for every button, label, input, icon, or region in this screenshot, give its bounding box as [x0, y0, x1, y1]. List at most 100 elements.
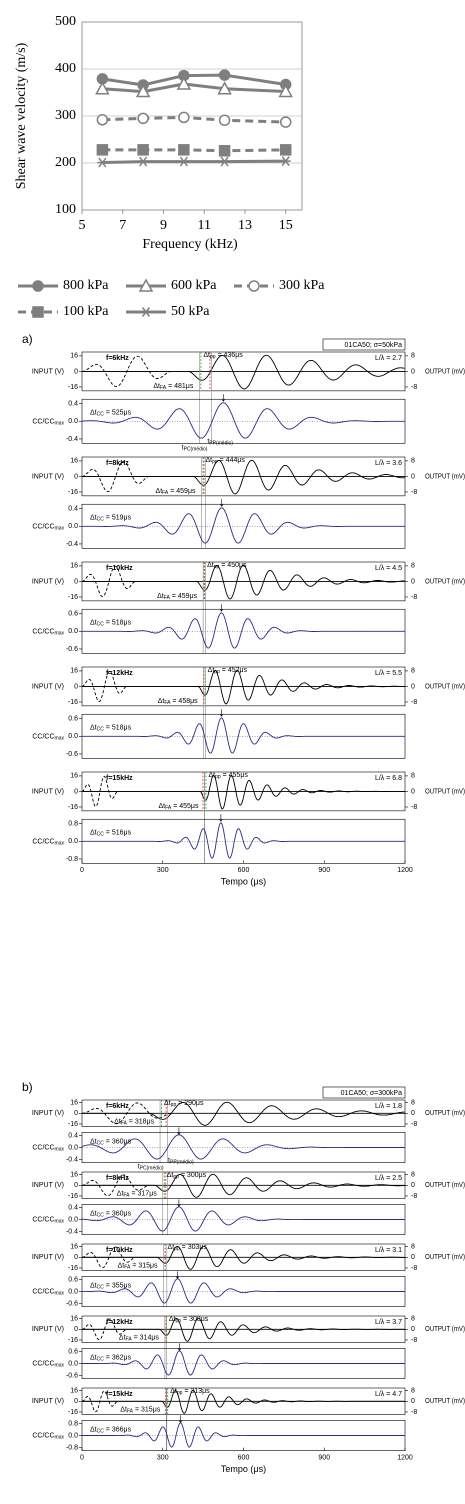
legend-marker	[141, 307, 151, 317]
y-tick-label: 0	[74, 578, 78, 585]
annotation-part: =	[104, 724, 112, 731]
legend-label: 300 kPa	[279, 278, 325, 293]
annotation: ΔtCC = 362μs	[90, 1354, 132, 1362]
y-tick-label: -8	[411, 699, 417, 706]
y-tick-label: -16	[68, 384, 78, 391]
y-tick-label: -16	[68, 1337, 78, 1344]
annotation-part: μs	[147, 1118, 155, 1125]
output-waveform	[82, 354, 405, 390]
annotation-part: 355	[112, 1282, 124, 1289]
input-axis-label: INPUT (V)	[32, 578, 64, 585]
y-tick-label: 0.0	[68, 1360, 78, 1367]
y-tick-label: 200	[55, 155, 76, 170]
y-tick-label: 0	[411, 473, 415, 480]
y-tick-label: 0	[74, 683, 78, 690]
cc-waveform	[82, 1206, 405, 1232]
annotation-part: 444	[226, 457, 238, 464]
annotation-part: FA	[164, 700, 171, 706]
ratio-label: L/λ = 4.5	[375, 565, 402, 572]
annotation-part: FA	[165, 805, 172, 811]
series-line	[102, 115, 286, 124]
annotation-part: t	[207, 438, 209, 445]
frequency-label: f=15kHz	[106, 775, 133, 782]
annotation-part: μs	[199, 1244, 207, 1251]
output-waveform	[82, 1101, 405, 1126]
annotation-part: 360	[112, 1210, 124, 1217]
y-tick-label: -8	[411, 1121, 417, 1128]
annotation-part: Δt	[90, 1138, 97, 1145]
y-tick-label: -0.4	[66, 1228, 78, 1235]
annotation-part: 518	[112, 724, 124, 731]
y-tick-label: -0.8	[66, 1444, 78, 1451]
marker	[280, 156, 291, 167]
annotation-part: 436	[224, 352, 236, 359]
legend-label: 100 kPa	[63, 304, 109, 319]
cc-peak-arrow	[177, 1343, 182, 1351]
annotation-part: =	[104, 1426, 112, 1433]
y-tick-label: 16	[70, 1316, 78, 1323]
marker	[95, 81, 110, 95]
annotation-part: =	[176, 1100, 184, 1107]
y-tick-label: -16	[68, 594, 78, 601]
output-waveform	[82, 1173, 405, 1198]
x-tick-label: 600	[238, 867, 250, 874]
y-tick-label: 300	[55, 108, 76, 123]
y-tick-label: 8	[411, 1172, 415, 1179]
annotation-part: =	[218, 457, 226, 464]
annotation-part: Δt	[203, 352, 210, 359]
cc-waveform	[82, 1278, 405, 1304]
y-tick-label: 16	[70, 458, 78, 465]
frequency-label: f=8kHz	[106, 1175, 129, 1182]
annotation-part: 300	[187, 1172, 199, 1179]
annotation-part: Δt	[164, 1100, 171, 1107]
marker	[178, 144, 190, 156]
annotation-part: μs	[239, 562, 247, 569]
annotation-part: Δt	[206, 457, 213, 464]
output-waveform	[82, 564, 405, 600]
annotation-part: FA	[162, 490, 169, 496]
legend-marker	[32, 306, 44, 318]
annotation-part: =	[166, 383, 174, 390]
annotation-part: μs	[199, 1172, 207, 1179]
y-tick-label: -8	[411, 1337, 417, 1344]
x-tick-label: 13	[238, 218, 252, 233]
marker	[218, 69, 231, 81]
annotation: Δtpp = 452μs	[208, 667, 248, 675]
annotation: CC/CCmax	[32, 1432, 64, 1440]
y-tick-label: 0	[411, 1398, 415, 1405]
y-tick-label: 0.4	[68, 401, 78, 408]
output-waveform	[82, 1389, 405, 1414]
annotation-part: CC/CC	[32, 1216, 54, 1223]
annotation: CC/CCmax	[32, 1144, 64, 1152]
annotation-part: =	[216, 352, 224, 359]
frequency-label: f=10kHz	[106, 565, 133, 572]
y-tick-label: 16	[70, 563, 78, 570]
legend-marker	[32, 280, 44, 292]
annotation-part: =	[171, 803, 179, 810]
annotation: ΔtCC = 518μs	[90, 724, 132, 732]
annotation: Δtpp = 450μs	[207, 562, 247, 570]
annotation: ΔtCC = 366μs	[90, 1426, 132, 1434]
ratio-label: L/λ = 6.8	[375, 775, 402, 782]
annotation-part: pp	[210, 354, 216, 360]
annotation-part: Δt	[90, 409, 97, 416]
annotation-part: pp	[212, 459, 218, 465]
y-tick-label: 0.0	[68, 1144, 78, 1151]
annotation-part: max	[55, 1219, 65, 1225]
annotation-part: μs	[124, 514, 132, 521]
y-tick-label: 0.0	[68, 733, 78, 740]
annotation-part: Δt	[208, 667, 215, 674]
panel-label: b)	[22, 1080, 33, 1094]
ratio-label: L/λ = 1.8	[375, 1103, 402, 1110]
annotation-part: CC	[97, 412, 105, 418]
marker	[176, 76, 192, 90]
annotation: ΔtCC = 360μs	[90, 1138, 132, 1146]
x-axis-label: Frequency (kHz)	[142, 237, 238, 252]
x-tick-label: 5	[79, 218, 86, 233]
annotation-part: μs	[124, 1138, 132, 1145]
input-axis-label: INPUT (V)	[32, 1254, 64, 1261]
cc-waveform	[81, 1134, 405, 1160]
x-axis-label: Tempo (μs)	[221, 877, 266, 887]
annotation-part: CC/CC	[32, 733, 54, 740]
frequency-label: f=6kHz	[106, 355, 129, 362]
